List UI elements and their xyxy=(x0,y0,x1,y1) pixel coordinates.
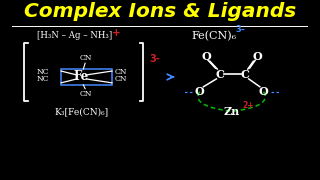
Text: NC: NC xyxy=(36,68,49,76)
Text: O: O xyxy=(195,86,204,97)
Text: 2+: 2+ xyxy=(242,101,253,110)
Text: 3–: 3– xyxy=(236,25,245,34)
Text: C: C xyxy=(241,69,250,80)
Bar xyxy=(61,69,112,85)
Text: Fe(CN)₆: Fe(CN)₆ xyxy=(191,31,236,41)
Text: O: O xyxy=(252,51,262,62)
Text: CN: CN xyxy=(80,90,92,98)
Text: O: O xyxy=(259,86,268,97)
Text: [H₃N – Ag – NH₃]: [H₃N – Ag – NH₃] xyxy=(37,31,113,40)
Text: 3-: 3- xyxy=(149,54,160,64)
Text: CN: CN xyxy=(80,54,92,62)
Text: Fe: Fe xyxy=(74,70,89,84)
Text: K₃[Fe(CN)₆]: K₃[Fe(CN)₆] xyxy=(54,107,108,116)
Text: C: C xyxy=(216,69,225,80)
Text: CN: CN xyxy=(115,75,127,83)
Text: +: + xyxy=(112,28,121,38)
Text: Complex Ions & Ligands: Complex Ions & Ligands xyxy=(24,2,296,21)
Text: CN: CN xyxy=(115,68,127,76)
Text: NC: NC xyxy=(36,75,49,83)
Text: O: O xyxy=(201,51,211,62)
Text: Zn: Zn xyxy=(224,106,240,117)
